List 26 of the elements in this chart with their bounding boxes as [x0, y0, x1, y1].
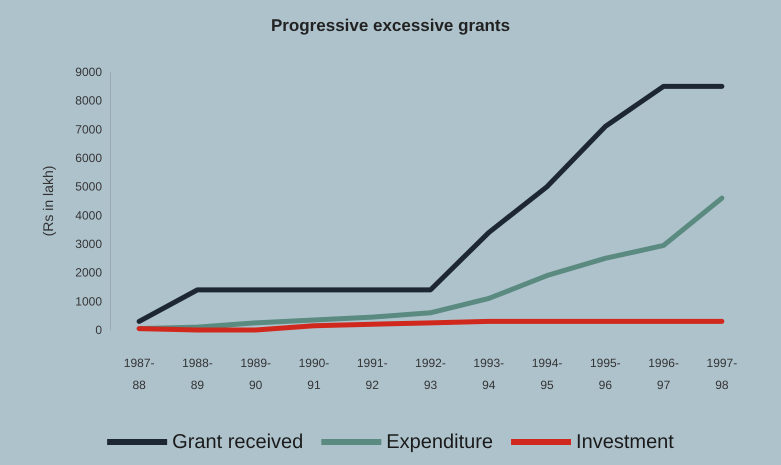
- x-tick-label: 1992- 93: [415, 356, 446, 392]
- x-tick-label: 1996- 97: [648, 356, 679, 392]
- legend-label: Expenditure: [386, 431, 494, 453]
- x-tick-label: 1993- 94: [473, 356, 504, 392]
- x-tick-label: 1997- 98: [706, 356, 738, 392]
- y-tick-label: 3000: [75, 237, 102, 251]
- y-axis-title: (Rs in lakh): [40, 166, 56, 236]
- x-tick-label: 1990- 91: [298, 356, 330, 392]
- y-tick-label: 9000: [75, 65, 102, 79]
- x-tick-label: 1991- 92: [356, 356, 388, 392]
- y-tick-label: 6000: [75, 151, 102, 165]
- y-tick-label: 0: [95, 323, 102, 337]
- y-tick-label: 8000: [75, 94, 102, 108]
- x-tick-label: 1994- 95: [532, 356, 562, 392]
- chart-title: Progressive excessive grants: [270, 16, 510, 35]
- y-tick-label: 5000: [75, 180, 102, 194]
- legend-label: Grant received: [172, 431, 304, 453]
- x-tick-label: 1988- 89: [182, 356, 213, 392]
- y-tick-label: 2000: [75, 266, 102, 280]
- y-tick-label: 7000: [75, 122, 102, 136]
- y-tick-label: 4000: [75, 208, 102, 222]
- legend-label: Investment: [576, 431, 674, 453]
- x-tick-label: 1987- 88: [124, 356, 154, 392]
- x-tick-label: 1989- 90: [240, 356, 272, 392]
- x-tick-label: 1995- 96: [590, 356, 621, 392]
- y-tick-label: 1000: [75, 294, 102, 308]
